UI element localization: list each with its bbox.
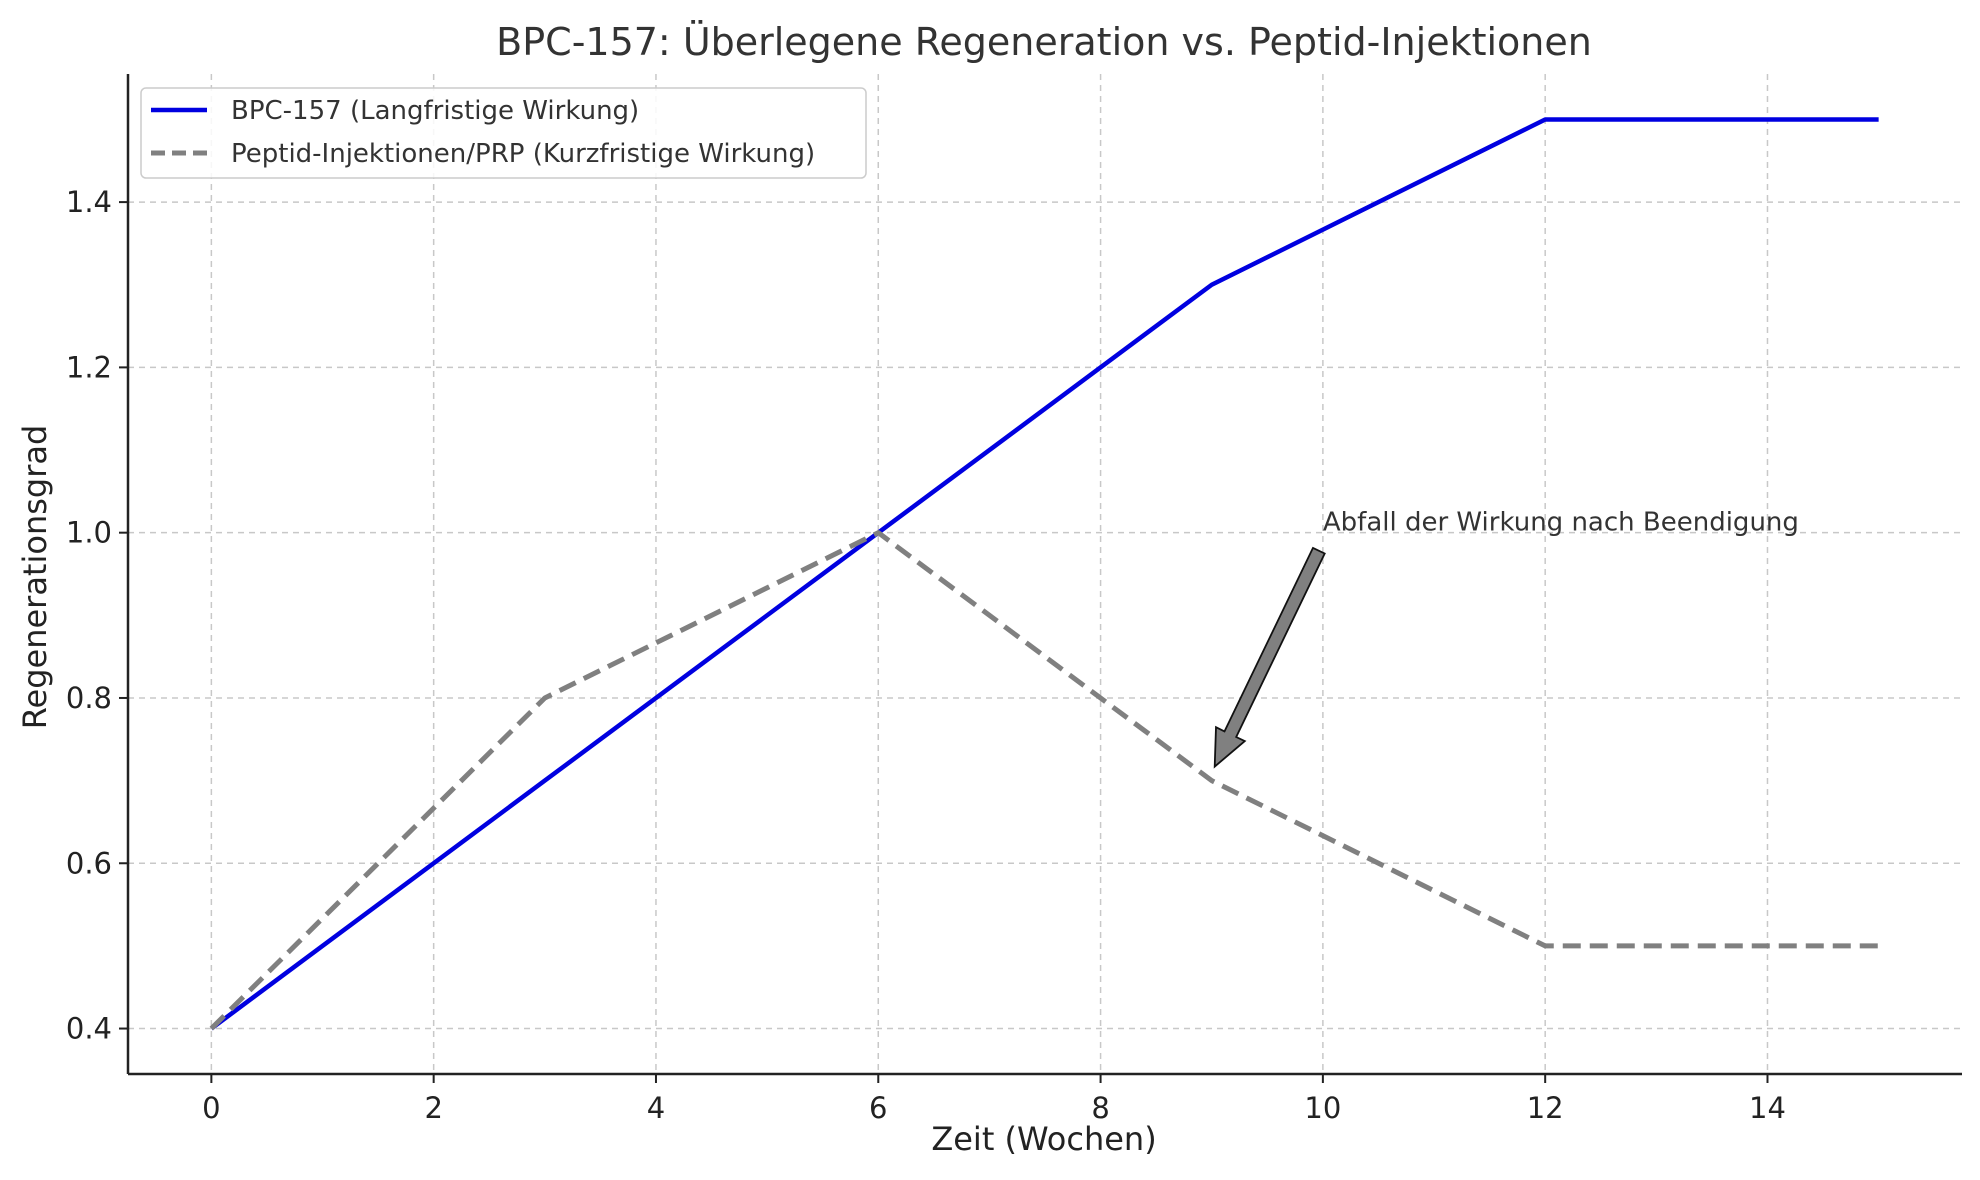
legend-label-2: Peptid-Injektionen/PRP (Kurzfristige Wir… [231, 139, 815, 169]
x-tick-label: 6 [869, 1091, 887, 1125]
annotation-arrow [1213, 546, 1326, 769]
legend-layer: BPC-157 (Langfristige Wirkung) Peptid-Inj… [140, 87, 867, 179]
x-tick-label: 14 [1749, 1091, 1786, 1125]
x-tick-label: 8 [1091, 1091, 1109, 1125]
x-tick-label: 4 [647, 1091, 665, 1125]
y-tick-label: 0.8 [66, 681, 112, 715]
x-tick-label: 2 [424, 1091, 442, 1125]
chart-title: BPC-157: Überlegene Regeneration vs. Pep… [496, 20, 1592, 64]
y-tick-label: 1.2 [66, 350, 112, 384]
annotation-text: Abfall der Wirkung nach Beendigung [1323, 508, 1799, 538]
x-tick-label: 12 [1527, 1091, 1564, 1125]
legend-box [140, 87, 867, 179]
series-layer [209, 117, 1879, 1031]
y-axis-label: Regenerationsgrad [16, 425, 54, 730]
x-tick-label: 10 [1304, 1091, 1341, 1125]
grid-layer [128, 74, 1962, 1074]
axes-layer: 0 2 4 6 8 10 12 14 0.4 0.6 0.8 1.0 1.2 1.4 [66, 74, 1962, 1125]
y-tick-label: 0.4 [66, 1012, 112, 1046]
series-line-1 [210, 117, 1879, 1031]
y-tick-label: 0.6 [66, 846, 112, 880]
x-tick-label: 0 [202, 1091, 220, 1125]
y-tick-label: 1.0 [66, 516, 112, 550]
y-tick-label: 1.4 [66, 185, 112, 219]
legend-label-1: BPC-157 (Langfristige Wirkung) [231, 96, 639, 126]
series-line-2 [209, 530, 1879, 1031]
x-axis-label: Zeit (Wochen) [931, 1120, 1156, 1158]
annotation-layer: Abfall der Wirkung nach Beendigung [1213, 508, 1799, 769]
